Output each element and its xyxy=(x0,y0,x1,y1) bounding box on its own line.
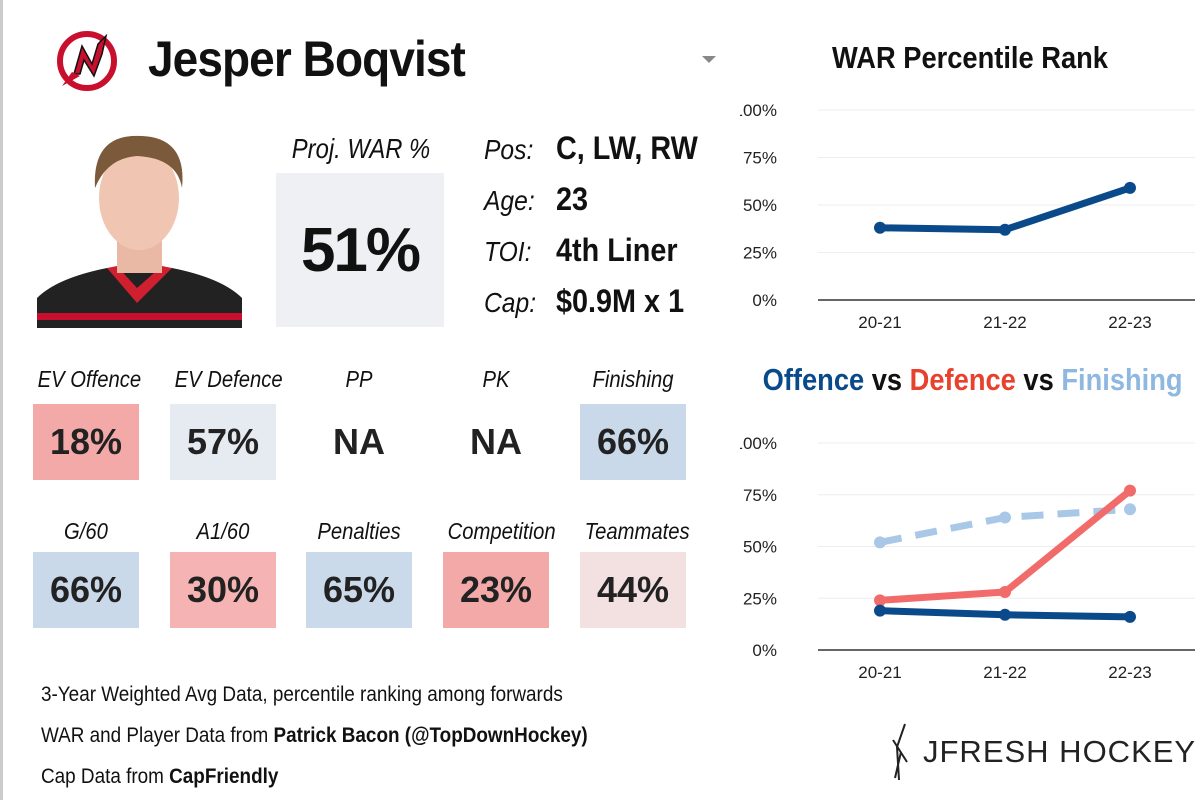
y-tick-label: 50% xyxy=(743,196,777,215)
war-percentile-chart: 0% 25% 50% 75% 100% 20-21 21-22 22-23 xyxy=(740,101,1195,332)
y-tick-label: 75% xyxy=(743,486,777,505)
footer-text: WAR and Player Data from xyxy=(41,724,274,747)
player-photo xyxy=(37,128,242,328)
tile-value: 66% xyxy=(580,404,686,480)
data-point xyxy=(999,511,1011,524)
y-tick-label: 25% xyxy=(743,589,777,608)
footer-source: CapFriendly xyxy=(169,765,279,788)
tile-label: PP xyxy=(345,366,373,392)
y-tick-label: 0% xyxy=(752,641,777,660)
tile-label: PK xyxy=(482,366,510,392)
info-key: TOI: xyxy=(484,236,532,267)
tile-value: 66% xyxy=(33,552,139,628)
tile-value: 30% xyxy=(170,552,276,628)
chart-title-components: Offence vs Defence vs Finishing xyxy=(762,362,1183,398)
data-point xyxy=(1124,181,1136,194)
y-tick-label: 100% xyxy=(740,101,777,120)
title-defence: Defence xyxy=(909,362,1016,397)
x-tick-label: 21-22 xyxy=(983,663,1026,682)
info-row-cap: Cap: $0.9M x 1 xyxy=(484,283,698,320)
title-finishing: Finishing xyxy=(1061,362,1183,397)
info-key: Cap: xyxy=(484,287,537,318)
x-tick-label: 22-23 xyxy=(1108,313,1151,332)
data-point xyxy=(874,594,886,607)
info-row-age: Age: 23 xyxy=(484,181,592,218)
info-key: Pos: xyxy=(484,134,534,165)
data-point xyxy=(874,604,886,617)
footer-source: Patrick Bacon (@TopDownHockey) xyxy=(273,724,588,747)
title-vs: vs xyxy=(864,362,910,397)
series-line-war xyxy=(879,184,1132,234)
title-offence: Offence xyxy=(762,362,865,397)
info-value: C, LW, RW xyxy=(556,130,698,166)
info-value: $0.9M x 1 xyxy=(556,283,685,319)
tile-value: 57% xyxy=(170,404,276,480)
data-point xyxy=(874,221,886,234)
tile-label: A1/60 xyxy=(196,518,250,544)
y-tick-label: 100% xyxy=(740,434,777,453)
hockey-stick-icon xyxy=(892,723,908,781)
x-tick-label: 22-23 xyxy=(1108,663,1151,682)
tile-label: EV Offence xyxy=(37,366,142,392)
x-tick-label: 21-22 xyxy=(983,313,1026,332)
tile-label: Competition xyxy=(447,518,556,544)
data-point xyxy=(999,223,1011,236)
info-value: 23 xyxy=(556,181,589,217)
tile-label: Penalties xyxy=(317,518,401,544)
data-point xyxy=(1124,610,1136,623)
tile-value: NA xyxy=(443,404,549,480)
footer-line-2: WAR and Player Data from Patrick Bacon (… xyxy=(41,724,588,748)
tile-label: G/60 xyxy=(64,518,108,544)
tile-value: 23% xyxy=(443,552,549,628)
y-tick-label: 0% xyxy=(752,291,777,310)
tile-label: EV Defence xyxy=(174,366,283,392)
title-vs: vs xyxy=(1015,362,1062,397)
footer-text: Cap Data from xyxy=(41,765,170,788)
brand-text: JFRESH HOCKEY xyxy=(923,734,1197,769)
data-point xyxy=(1124,503,1136,516)
left-border xyxy=(0,0,3,800)
team-logo-icon xyxy=(57,31,117,91)
tile-label: Finishing xyxy=(592,366,674,392)
info-key: Age: xyxy=(484,185,535,216)
info-row-position: Pos: C, LW, RW xyxy=(484,130,714,167)
data-point xyxy=(999,586,1011,599)
series-line-defence xyxy=(879,487,1133,604)
components-chart: 0% 25% 50% 75% 100% 20-21 21-22 22-23 xyxy=(740,434,1195,682)
tile-value: 18% xyxy=(33,404,139,480)
info-value: 4th Liner xyxy=(556,232,678,268)
tile-value: 44% xyxy=(580,552,686,628)
chart-title-war: WAR Percentile Rank xyxy=(832,40,1108,75)
footer-line-3: Cap Data from CapFriendly xyxy=(41,765,278,789)
player-name: Jesper Boqvist xyxy=(148,31,466,87)
brand-logo: JFRESH HOCKEY xyxy=(885,722,1196,782)
x-tick-label: 20-21 xyxy=(858,663,901,682)
data-point xyxy=(874,536,886,549)
footer-line-1: 3-Year Weighted Avg Data, percentile ran… xyxy=(41,683,563,706)
y-tick-label: 75% xyxy=(743,149,777,168)
proj-war-value: 51% xyxy=(276,173,444,327)
y-tick-label: 50% xyxy=(743,538,777,557)
y-tick-label: 25% xyxy=(743,244,777,263)
data-point xyxy=(1124,484,1136,497)
data-point xyxy=(999,608,1011,621)
info-row-toi: TOI: 4th Liner xyxy=(484,232,691,269)
x-tick-label: 20-21 xyxy=(858,313,901,332)
proj-war-label: Proj. WAR % xyxy=(291,133,431,164)
tile-label: Teammates xyxy=(584,518,690,544)
tile-value: NA xyxy=(306,404,412,480)
caret-down-icon[interactable] xyxy=(702,56,716,63)
tile-value: 65% xyxy=(306,552,412,628)
